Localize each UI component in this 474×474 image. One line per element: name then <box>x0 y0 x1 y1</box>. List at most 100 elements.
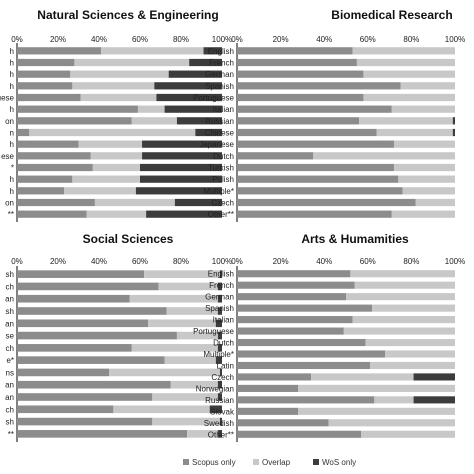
bar-segment-scopus-only <box>17 210 87 218</box>
bar-segment-overlap <box>391 105 455 113</box>
bar-segment-scopus-only <box>237 316 353 324</box>
bar-segment-wos-only <box>217 393 222 401</box>
bar-segment-wos-only <box>452 117 455 125</box>
category-label: h <box>10 175 14 184</box>
bar-segment-scopus-only <box>17 128 30 137</box>
bar-segment-scopus-only <box>237 128 377 137</box>
bar-segment-overlap <box>78 140 143 148</box>
category-label: ch <box>6 282 14 291</box>
category-label: Multiple* <box>203 187 234 196</box>
x-tick-label: 80% <box>403 257 419 266</box>
x-tick-label: 0% <box>11 257 23 266</box>
bar-segment-scopus-only <box>237 140 394 148</box>
bar-segment-overlap <box>170 380 218 389</box>
category-label: sh <box>6 418 14 427</box>
bar-segment-scopus-only <box>237 152 314 160</box>
x-tick-label: 20% <box>273 35 289 44</box>
bar-segment-scopus-only <box>237 350 386 358</box>
category-label: sh <box>6 307 14 316</box>
bar-segment-scopus-only <box>237 210 392 218</box>
bar-segment-scopus-only <box>237 70 364 78</box>
x-tick-label: 100% <box>445 257 465 266</box>
x-tick-label: 100% <box>212 257 232 266</box>
bar-segment-scopus-only <box>17 47 102 55</box>
category-label: h <box>10 47 14 56</box>
category-label: German <box>205 293 234 302</box>
bar-segment-wos-only <box>413 373 455 381</box>
bar-segment-scopus-only <box>17 58 75 67</box>
bar-segment-scopus-only <box>237 175 399 183</box>
bar-segment-overlap <box>74 58 190 67</box>
bar-segment-wos-only <box>219 368 222 377</box>
bar-segment-scopus-only <box>237 396 375 404</box>
bar-segment-scopus-only <box>17 70 71 78</box>
bar-segment-overlap <box>131 117 177 125</box>
category-label: h <box>10 105 14 114</box>
bar-segment-scopus-only <box>17 331 177 340</box>
bar-segment-overlap <box>101 47 204 55</box>
legend-swatch-overlap <box>253 459 259 465</box>
bar-segment-overlap <box>313 152 455 160</box>
bar-segment-overlap <box>131 344 218 352</box>
x-tick-label: 0% <box>231 35 243 44</box>
category-label: * <box>11 164 14 173</box>
bar-segment-wos-only <box>140 163 222 172</box>
bar-segment-overlap <box>72 175 140 183</box>
x-tick-label: 80% <box>173 257 189 266</box>
category-label: Polish <box>212 175 234 184</box>
bar-segment-scopus-only <box>237 338 366 347</box>
bar-segment-scopus-only <box>17 270 145 278</box>
bar-segment-overlap <box>376 128 453 137</box>
bar-segment-scopus-only <box>237 105 392 113</box>
x-tick-label: 20% <box>50 35 66 44</box>
bar-segment-overlap <box>129 294 218 303</box>
x-tick-label: 60% <box>132 35 148 44</box>
x-tick-label: 80% <box>173 35 189 44</box>
category-label: Czech <box>211 373 234 382</box>
bar-segment-wos-only <box>203 47 222 55</box>
category-label: French <box>209 281 234 290</box>
chart-panel-1: Natural Sciences & Engineering 0% 20% 40% 60… <box>0 8 232 222</box>
bar-segment-overlap <box>361 430 455 438</box>
bar-segment-scopus-only <box>17 282 159 291</box>
category-label: German <box>205 70 234 79</box>
bar-segment-overlap <box>363 70 455 78</box>
category-label: Russian <box>205 396 234 405</box>
bar-segment-scopus-only <box>17 105 138 113</box>
category-label: Portuguese <box>193 94 234 103</box>
legend-label-wos-only: WoS only <box>322 458 356 467</box>
bar-segment-overlap <box>113 405 210 414</box>
bar-segment-overlap <box>90 152 143 160</box>
bar-segment-wos-only <box>209 405 222 414</box>
category-label: Spanish <box>205 304 234 313</box>
category-label: Other** <box>208 210 234 219</box>
x-tick-label: 0% <box>11 35 23 44</box>
category-label: ns <box>6 368 14 377</box>
category-label: Spanish <box>205 82 234 91</box>
category-label: Latin <box>217 361 234 370</box>
bar-segment-wos-only <box>413 396 455 404</box>
bar-segment-overlap <box>137 105 165 113</box>
category-label: Italian <box>213 316 234 325</box>
x-tick-label: 40% <box>316 35 332 44</box>
bar-segment-scopus-only <box>17 417 153 426</box>
category-label: on <box>5 117 14 126</box>
x-tick-label: 0% <box>231 257 243 266</box>
category-label: Czech <box>211 199 234 208</box>
category-label: e* <box>6 356 14 365</box>
category-label: sh <box>6 270 14 279</box>
chart-panel-4: Arts & Humamities 0% 20% 40% 60% 80% 100% Engli… <box>193 232 465 442</box>
bar-segment-scopus-only <box>237 82 401 90</box>
bar-segment-scopus-only <box>237 419 329 427</box>
x-tick-label: 20% <box>273 257 289 266</box>
category-label: Italian <box>213 105 234 114</box>
category-label: h <box>10 59 14 68</box>
bar-segment-overlap <box>369 361 455 370</box>
bar-segment-overlap <box>176 331 218 340</box>
chart-panel-2: Biomedical Research 0% 20% 40% 60% 80% 100% Eng… <box>193 8 465 222</box>
bar-segment-wos-only <box>217 344 222 352</box>
category-label: French <box>209 59 234 68</box>
bar-segment-scopus-only <box>17 393 153 401</box>
bar-segment-overlap <box>365 338 455 347</box>
bar-segment-wos-only <box>215 319 222 328</box>
